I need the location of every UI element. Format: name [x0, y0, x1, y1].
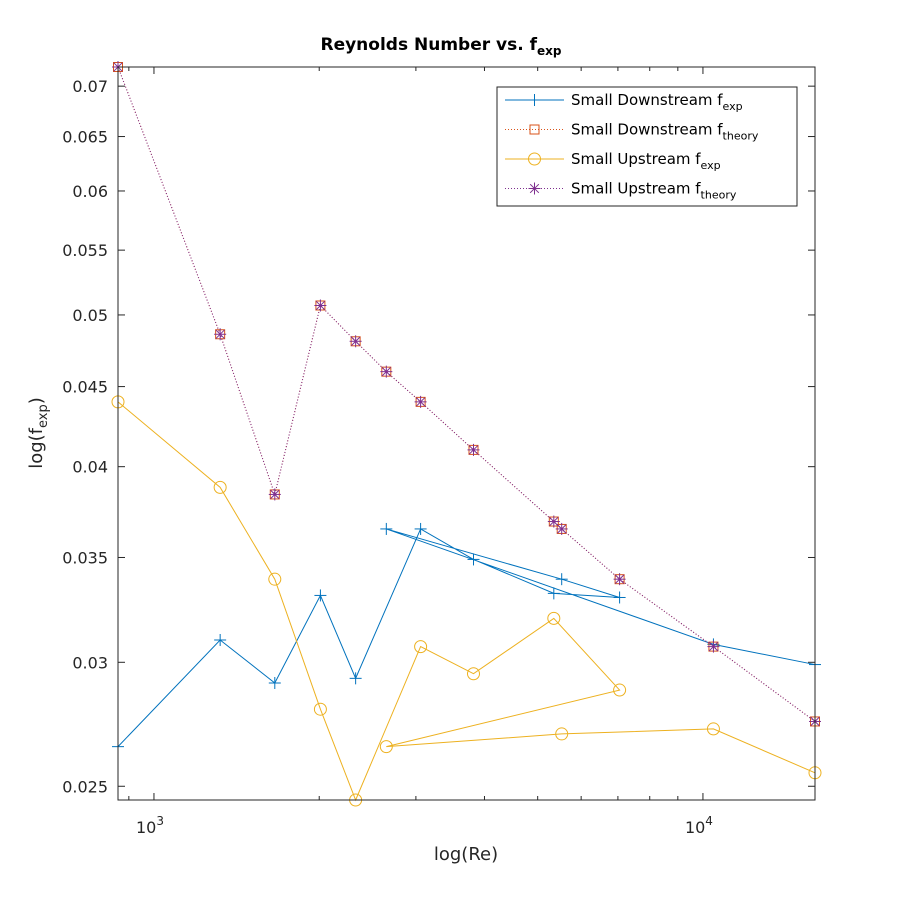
data-point-0-1: [214, 633, 227, 646]
data-point-2-11: [706, 722, 720, 736]
data-point-0-5: [380, 522, 393, 535]
y-tick-label: 0.07: [72, 77, 108, 96]
data-point-2-10: [613, 683, 627, 697]
x-tick-label: 104: [685, 814, 713, 837]
data-point-2-8: [547, 611, 561, 625]
legend: Small Downstream fexp Small Downstream ft…: [496, 86, 798, 207]
data-point-0-8: [547, 587, 560, 600]
x-tick-label: 103: [136, 814, 164, 837]
legend-entry-0: Small Downstream fexp: [505, 91, 743, 113]
data-point-0-4: [349, 672, 362, 685]
data-point-2-1: [213, 480, 227, 494]
legend-marker: [528, 152, 541, 166]
legend-marker: [529, 124, 540, 135]
legend-box: [496, 86, 798, 207]
y-tick-label: 0.06: [72, 182, 108, 201]
data-point-2-7: [467, 667, 481, 681]
legend-entry-2: Small Upstream fexp: [505, 150, 721, 172]
data-point-3-5: [380, 365, 393, 378]
y-tick-label: 0.025: [62, 777, 108, 796]
data-point-2-6: [414, 640, 428, 654]
legend-entry-3: Small Upstream ftheory: [505, 180, 737, 202]
y-axis-label: log(fexp): [26, 397, 51, 469]
ticks-layer: 103 104 0.025 0.03 0.035 0.04 0.045 0.05 0.055 0.…: [62, 67, 815, 837]
y-tick-label: 0.04: [72, 458, 108, 477]
data-point-2-3: [313, 702, 327, 716]
legend-label: Small Upstream fexp: [571, 150, 721, 172]
plot-frame: [117, 66, 816, 801]
data-point-0-10: [613, 591, 626, 604]
data-point-3-7: [467, 443, 480, 456]
legend-label: Small Upstream ftheory: [571, 180, 737, 202]
data-point-0-9: [555, 573, 568, 586]
y-tick-label: 0.065: [62, 128, 108, 147]
data-point-3-11: [707, 640, 720, 653]
data-point-0-3: [314, 589, 327, 602]
data-point-3-6: [414, 395, 427, 408]
y-tick-label: 0.03: [72, 653, 108, 672]
legend-marker: [528, 182, 541, 195]
data-point-0-7: [467, 553, 480, 566]
data-point-0-6: [414, 522, 427, 535]
x-axis-label: log(Re): [434, 844, 498, 865]
data-point-2-9: [555, 727, 569, 741]
data-point-3-10: [613, 573, 626, 586]
data-point-3-1: [214, 328, 227, 341]
data-point-3-3: [314, 299, 327, 312]
legend-label: Small Downstream ftheory: [571, 121, 759, 143]
legend-marker: [528, 94, 541, 106]
data-point-3-8: [547, 515, 560, 528]
series-0: [112, 522, 821, 753]
chart-title: Reynolds Number vs. fexp: [320, 35, 561, 58]
data-point-0-2: [268, 677, 281, 690]
y-tick-label: 0.05: [72, 306, 108, 325]
data-point-3-4: [349, 335, 362, 348]
legend-entry-1: Small Downstream ftheory: [505, 121, 759, 143]
legend-label: Small Downstream fexp: [571, 91, 743, 113]
y-tick-label: 0.045: [62, 378, 108, 397]
data-point-2-5: [379, 740, 393, 754]
y-tick-label: 0.055: [62, 241, 108, 260]
data-point-2-2: [268, 572, 282, 586]
y-tick-label: 0.035: [62, 548, 108, 567]
data-point-3-2: [268, 488, 281, 501]
series-line-2: [117, 401, 816, 802]
data-point-3-9: [555, 522, 568, 535]
